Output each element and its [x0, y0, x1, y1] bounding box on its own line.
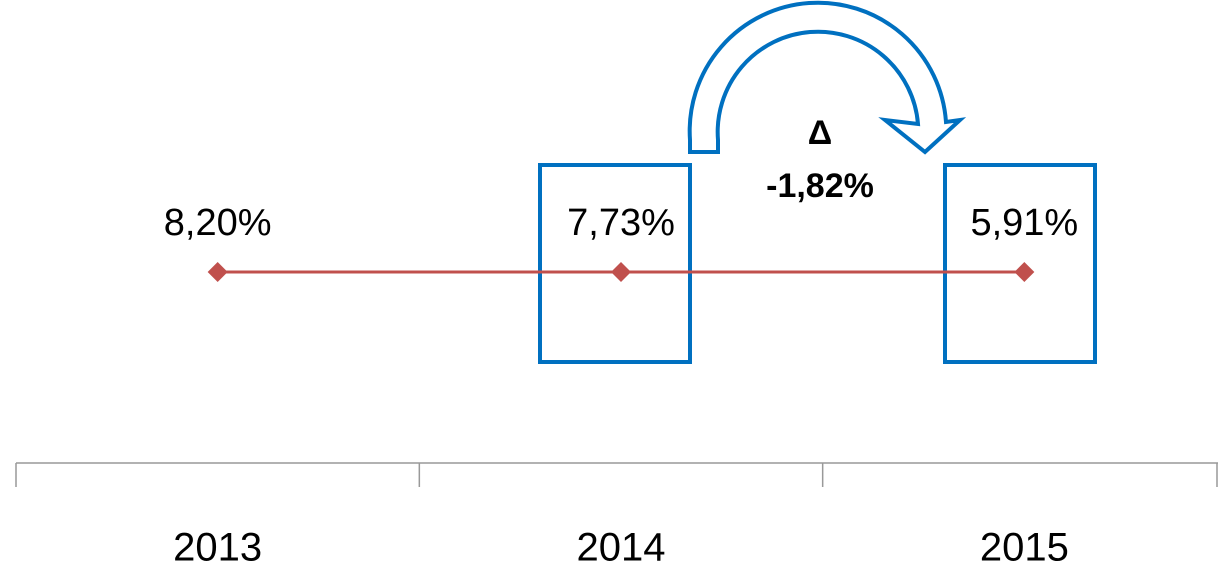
value-label: 7,73% [567, 202, 675, 244]
annotation: -1,82% [766, 167, 874, 205]
highlight-box [538, 163, 692, 364]
x-tick-label: 2014 [577, 526, 666, 566]
change-arrow [687, 0, 967, 155]
marker [1014, 262, 1035, 282]
x-tick-label: 2015 [980, 526, 1069, 566]
x-tick-label: 2013 [173, 526, 262, 566]
marker [207, 262, 228, 282]
highlight-box [943, 163, 1097, 364]
value-label: 8,20% [164, 202, 272, 244]
value-label: 5,91% [970, 202, 1078, 244]
marker [611, 262, 631, 282]
annotation: Δ [808, 114, 832, 152]
